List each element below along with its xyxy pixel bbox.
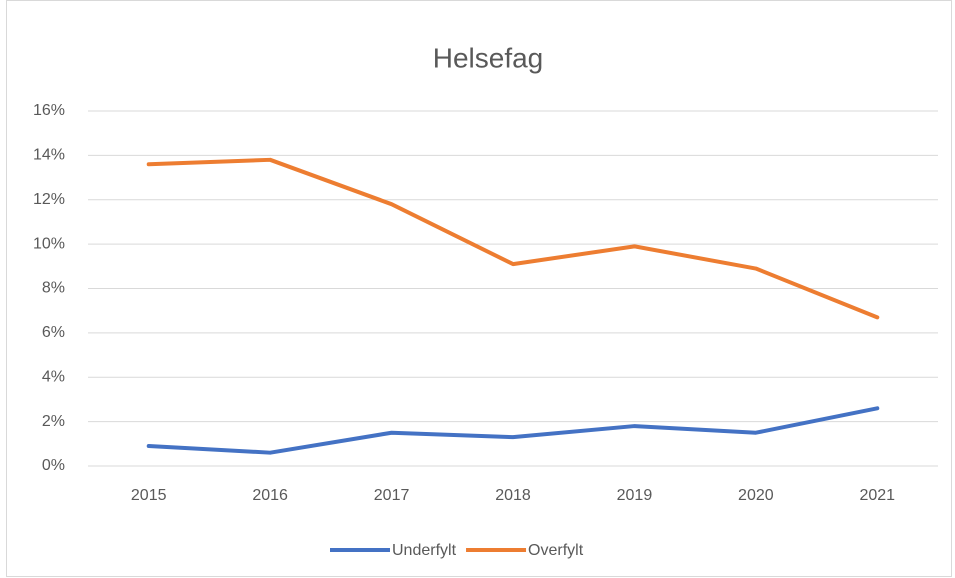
legend-label: Overfylt [528, 542, 584, 559]
y-tick-label: 16% [33, 102, 65, 119]
y-tick-label: 12% [33, 191, 65, 208]
x-tick-label: 2019 [617, 487, 653, 504]
x-tick-label: 2017 [374, 487, 410, 504]
x-tick-label: 2021 [859, 487, 895, 504]
y-tick-label: 6% [42, 324, 65, 341]
y-tick-label: 4% [42, 368, 65, 385]
x-tick-label: 2018 [495, 487, 531, 504]
legend-label: Underfylt [392, 542, 457, 559]
x-tick-label: 2016 [252, 487, 288, 504]
y-tick-label: 8% [42, 280, 65, 297]
chart-title: Helsefag [433, 42, 544, 73]
series-line [146, 157, 880, 320]
y-tick-label: 14% [33, 147, 65, 164]
y-tick-label: 0% [42, 457, 65, 474]
series-line [146, 406, 880, 455]
x-tick-label: 2015 [131, 487, 167, 504]
y-tick-label: 2% [42, 413, 65, 430]
x-tick-label: 2020 [738, 487, 774, 504]
y-tick-label: 10% [33, 235, 65, 252]
